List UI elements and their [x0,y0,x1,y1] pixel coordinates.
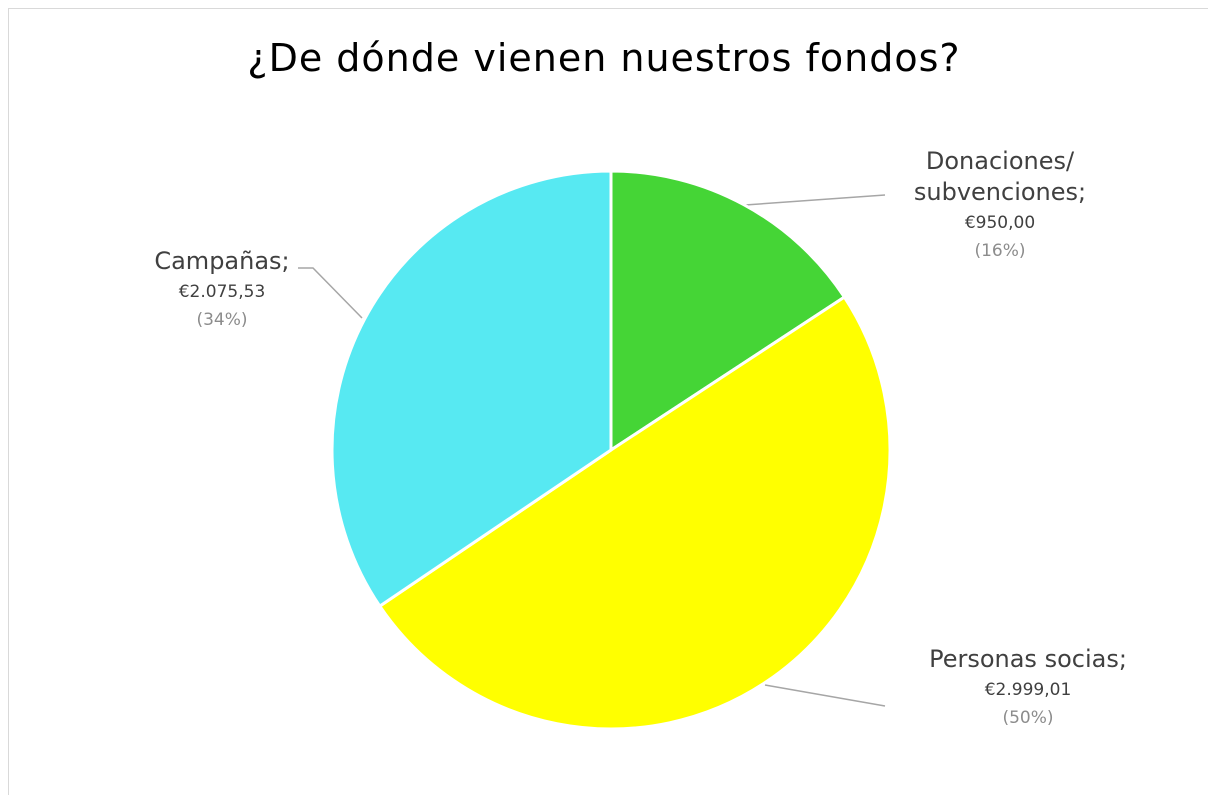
value-label: €2.075,53 [178,282,266,302]
value-label: €2.999,01 [984,680,1072,700]
percent-label: (50%) [1002,708,1054,728]
leader-lines [298,194,886,707]
leader-line [764,684,886,707]
slice-label: Donaciones/ subvenciones; [913,147,1087,207]
pie-slice [609,169,847,453]
chart-frame [8,8,1208,795]
chart-title: ¿De dónde vienen nuestros fondos? [247,36,961,80]
leader-line [298,267,363,319]
percent-label: (16%) [974,241,1026,261]
value-label: €950,00 [964,213,1036,233]
percent-label: (34%) [196,310,248,330]
slice-label: Campañas; [154,247,290,275]
slice-label: Personas socias; [929,645,1127,673]
pie-slice [377,295,892,731]
pie-slice [330,169,613,609]
leader-line [744,194,886,206]
